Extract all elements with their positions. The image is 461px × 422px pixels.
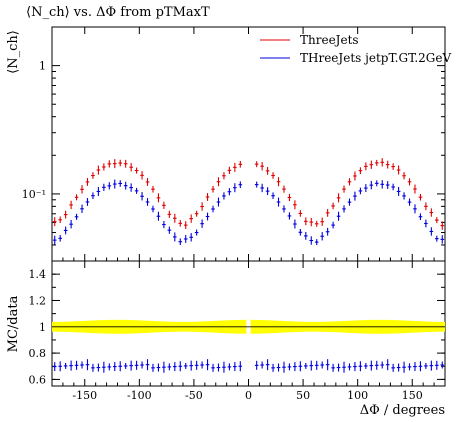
- legend-label-threejets-jetpt: THreeJets jetpT.GT.2GeV: [300, 51, 451, 65]
- y-tick-label-bottom: 1.2: [29, 294, 47, 307]
- y-axis-label-top: ⟨N_ch⟩: [6, 30, 21, 74]
- x-tick-label: -150: [72, 389, 97, 402]
- x-tick-label: -50: [185, 389, 203, 402]
- y-tick-label-bottom: 1.4: [29, 268, 47, 281]
- y-tick-label-top: 10⁻¹: [22, 188, 46, 201]
- y-tick-label-bottom: 0.8: [29, 347, 47, 360]
- x-tick-label: 100: [347, 389, 368, 402]
- chart-title: ⟨N_ch⟩ vs. ΔΦ from pTMaxT: [26, 5, 210, 20]
- y-tick-label-top: 1: [39, 60, 46, 73]
- x-tick-label: 50: [296, 389, 310, 402]
- y-axis-label-bottom: MC/data: [6, 295, 21, 352]
- x-tick-label: 150: [402, 389, 423, 402]
- y-tick-label-bottom: 1: [39, 321, 46, 334]
- legend: ThreeJets THreeJets jetpT.GT.2GeV: [260, 33, 451, 65]
- x-tick-label: -100: [127, 389, 152, 402]
- x-axis-label: ΔΦ / degrees: [360, 403, 445, 418]
- legend-label-threejets: ThreeJets: [300, 33, 359, 47]
- y-tick-label-bottom: 0.6: [29, 373, 47, 386]
- x-tick-label: 0: [245, 389, 252, 402]
